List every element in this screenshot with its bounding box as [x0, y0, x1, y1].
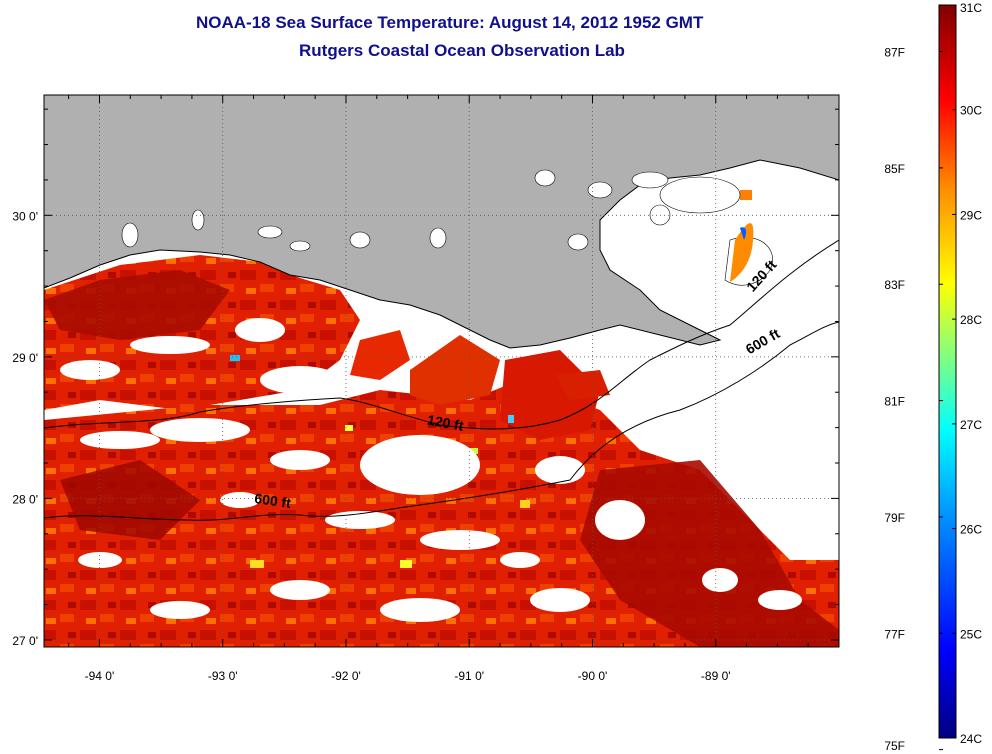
colorbar-fahrenheit-label: 81F — [884, 395, 905, 409]
colorbar — [938, 4, 957, 739]
map-frame — [43, 94, 840, 648]
map-subtitle: Rutgers Coastal Ocean Observation Lab — [299, 41, 625, 60]
lon-tick-label: -91 0' — [454, 669, 484, 683]
lon-tick-label: -92 0' — [331, 669, 361, 683]
chandeleur-warm-patch — [730, 223, 754, 282]
colorbar-fahrenheit-label: 85F — [884, 162, 905, 176]
axis-ticks — [44, 95, 840, 647]
colorbar-celsius-label: 27C — [960, 418, 982, 432]
colorbar-celsius-label: 24C — [960, 732, 982, 746]
graticule — [44, 95, 839, 647]
colorbar-celsius-label: 31C — [960, 1, 982, 15]
lon-tick-label: -90 0' — [578, 669, 608, 683]
lat-tick-label: 30 0' — [12, 209, 38, 223]
longitude-labels: -94 0' -93 0' -92 0' -91 0' -90 0' -89 0' — [85, 669, 731, 683]
lat-tick-label: 28 0' — [12, 492, 38, 506]
latitude-labels: 30 0' 29 0' 28 0' 27 0' — [12, 209, 38, 648]
colorbar-fahrenheit-label: 83F — [884, 278, 905, 292]
colorbar-fahrenheit-label: 75F — [884, 739, 905, 753]
lat-tick-label: 29 0' — [12, 351, 38, 365]
colorbar-celsius-labels: 31C 30C 29C 28C 27C 26C 25C 24C — [952, 1, 982, 746]
isobath-lines — [44, 239, 839, 521]
colorbar-fahrenheit-label: 77F — [884, 627, 905, 641]
lon-tick-label: -94 0' — [85, 669, 115, 683]
map-title: NOAA-18 Sea Surface Temperature: August … — [196, 13, 704, 32]
colorbar-celsius-label: 28C — [960, 313, 982, 327]
map-plot-area — [44, 95, 839, 647]
colorbar-celsius-label: 29C — [960, 208, 982, 222]
cloud-mask — [60, 318, 839, 622]
colorbar-fahrenheit-label: 87F — [884, 46, 905, 60]
lon-tick-label: -89 0' — [701, 669, 731, 683]
colorbar-celsius-label: 25C — [960, 627, 982, 641]
isobath-label: 120 ft — [426, 412, 465, 434]
colorbar-fahrenheit-label: 79F — [884, 511, 905, 525]
isobath-label: 600 ft — [253, 490, 292, 511]
colorbar-celsius-label: 26C — [960, 523, 982, 537]
colorbar-celsius-label: 30C — [960, 104, 982, 118]
colorbar-fahrenheit-labels: 87F 85F 83F 81F 79F 77F 75F — [884, 46, 943, 753]
chandeleur-cool-patch — [740, 227, 747, 240]
inland-water — [121, 169, 741, 252]
lon-tick-label: -93 0' — [208, 669, 238, 683]
lat-tick-label: 27 0' — [12, 634, 38, 648]
land-mass — [44, 95, 839, 349]
